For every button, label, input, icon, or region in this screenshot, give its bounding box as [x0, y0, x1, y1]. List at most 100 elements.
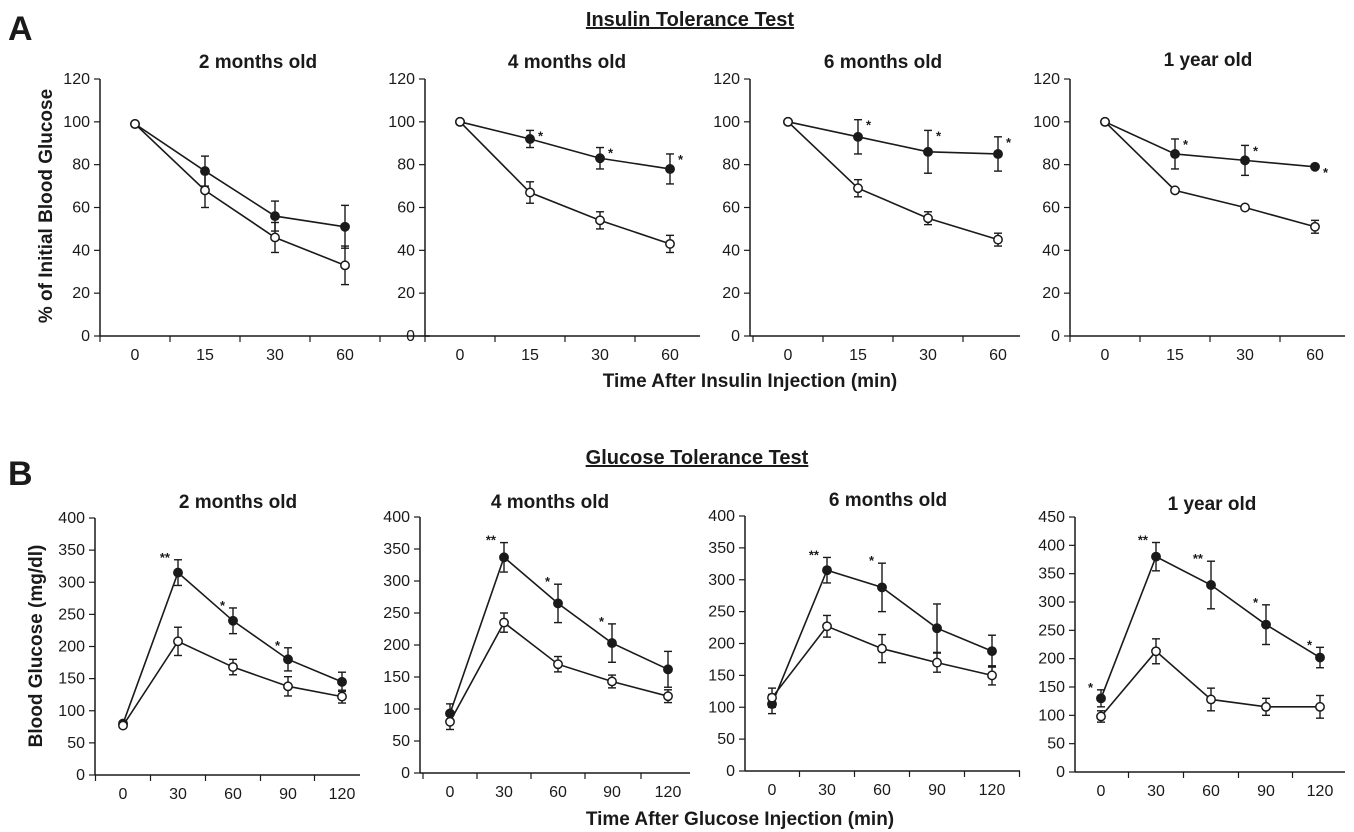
y-tick-label: 100 — [1033, 114, 1060, 131]
open-series-point — [553, 659, 563, 670]
filled-series-point — [993, 149, 1003, 159]
y-tick-label: 50 — [67, 735, 85, 752]
x-tick-label: 0 — [784, 347, 793, 364]
x-tick-label: 60 — [549, 784, 567, 801]
open-series-point — [1206, 694, 1216, 705]
chart-8: 1 year old 0 50 100 150 200 250 300 350 400 450 0 30… — [1038, 494, 1345, 800]
y-tick-label: 80 — [397, 157, 415, 174]
filled-series-line — [449, 555, 669, 714]
filled-series-point — [270, 211, 280, 222]
filled-series-point — [228, 615, 238, 626]
x-tick-label: 0 — [1101, 347, 1110, 364]
y-tick-label: 400 — [1038, 537, 1065, 554]
open-series-line — [459, 121, 671, 245]
significance-label: * — [866, 118, 872, 133]
significance-label: * — [1183, 137, 1189, 152]
y-tick-label: 200 — [383, 637, 410, 654]
y-tick-label: 150 — [58, 671, 85, 688]
open-series-point — [455, 116, 465, 127]
y-tick-label: 120 — [63, 71, 90, 88]
filled-series-point — [337, 676, 347, 687]
filled-series-point — [1261, 619, 1271, 630]
x-tick-label: 30 — [919, 347, 937, 364]
open-series-line — [787, 121, 999, 241]
x-tick-label: 60 — [661, 347, 679, 364]
y-axis-label-insulin: % of Initial Blood Glucose — [36, 89, 57, 323]
filled-series-point — [607, 638, 617, 649]
y-tick-label: 300 — [58, 574, 85, 591]
filled-series-point — [1310, 161, 1320, 172]
y-tick-label: 100 — [63, 114, 90, 131]
filled-series-point — [525, 134, 535, 144]
y-tick-label: 350 — [383, 541, 410, 558]
y-tick-label: 350 — [58, 542, 85, 559]
y-tick-label: 100 — [713, 114, 740, 131]
y-tick-label: 0 — [406, 328, 415, 345]
significance-label: * — [545, 574, 551, 589]
filled-series-point — [1151, 551, 1161, 562]
x-tick-label: 90 — [603, 784, 621, 801]
open-series-point — [987, 670, 997, 681]
x-tick-label: 30 — [591, 347, 609, 364]
y-tick-label: 150 — [1038, 679, 1065, 696]
y-tick-label: 0 — [1056, 764, 1065, 781]
open-series-point — [228, 662, 238, 673]
y-tick-label: 150 — [708, 667, 735, 684]
y-tick-label: 60 — [72, 200, 90, 217]
filled-series-line — [459, 121, 671, 170]
y-tick-label: 400 — [708, 508, 735, 525]
significance-label: * — [936, 128, 942, 143]
y-tick-label: 50 — [717, 731, 735, 748]
filled-series-point — [1315, 652, 1325, 663]
y-tick-label: 450 — [1038, 509, 1065, 526]
y-tick-label: 300 — [708, 572, 735, 589]
open-series-point — [270, 232, 280, 243]
open-series-point — [1100, 116, 1110, 127]
y-tick-label: 200 — [708, 636, 735, 653]
open-series-point — [200, 185, 210, 196]
open-series-point — [663, 691, 673, 702]
open-series-line — [1104, 121, 1316, 228]
y-tick-label: 0 — [401, 765, 410, 782]
y-tick-label: 120 — [713, 71, 740, 88]
x-tick-label: 90 — [279, 786, 297, 803]
x-tick-label: 60 — [989, 347, 1007, 364]
y-tick-label: 20 — [397, 285, 415, 302]
filled-series-point — [663, 664, 673, 675]
x-tick-label: 60 — [1306, 347, 1324, 364]
filled-series-line — [134, 123, 346, 228]
x-tick-label: 0 — [446, 784, 455, 801]
subplot-title: 2 months old — [199, 52, 317, 73]
y-tick-label: 250 — [708, 604, 735, 621]
open-series-point — [283, 681, 293, 692]
subplot-title: 4 months old — [491, 492, 609, 513]
significance-label: * — [1323, 165, 1329, 180]
y-tick-label: 0 — [731, 328, 740, 345]
y-tick-label: 80 — [72, 157, 90, 174]
chart-5: 2 months old 0 50 100 150 200 250 300 350 400 0 30 6… — [58, 492, 360, 803]
open-series-point — [932, 657, 942, 668]
subplot-title: 1 year old — [1164, 50, 1253, 71]
y-tick-label: 120 — [388, 71, 415, 88]
x-tick-label: 0 — [768, 782, 777, 799]
x-tick-label: 15 — [521, 347, 539, 364]
y-tick-label: 40 — [1042, 242, 1060, 259]
y-tick-label: 400 — [58, 510, 85, 527]
x-tick-label: 60 — [224, 786, 242, 803]
x-tick-label: 120 — [979, 782, 1006, 799]
y-tick-label: 100 — [708, 699, 735, 716]
x-tick-label: 120 — [655, 784, 682, 801]
chart-7: 6 months old 0 50 100 150 200 250 300 350 400 0 30 6… — [708, 490, 1021, 799]
chart-4: 1 year old 0 20 40 60 80 100 120 0 15 30 60 * * * — [1033, 50, 1345, 364]
panel-letter-b: B — [8, 455, 33, 493]
y-tick-label: 40 — [397, 242, 415, 259]
filled-series-point — [1096, 693, 1106, 704]
filled-series-point — [987, 646, 997, 657]
x-tick-label: 15 — [196, 347, 214, 364]
y-tick-label: 200 — [1038, 651, 1065, 668]
subplot-title: 2 months old — [179, 492, 297, 513]
open-series-point — [923, 213, 933, 224]
y-tick-label: 400 — [383, 509, 410, 526]
y-tick-label: 0 — [76, 767, 85, 784]
